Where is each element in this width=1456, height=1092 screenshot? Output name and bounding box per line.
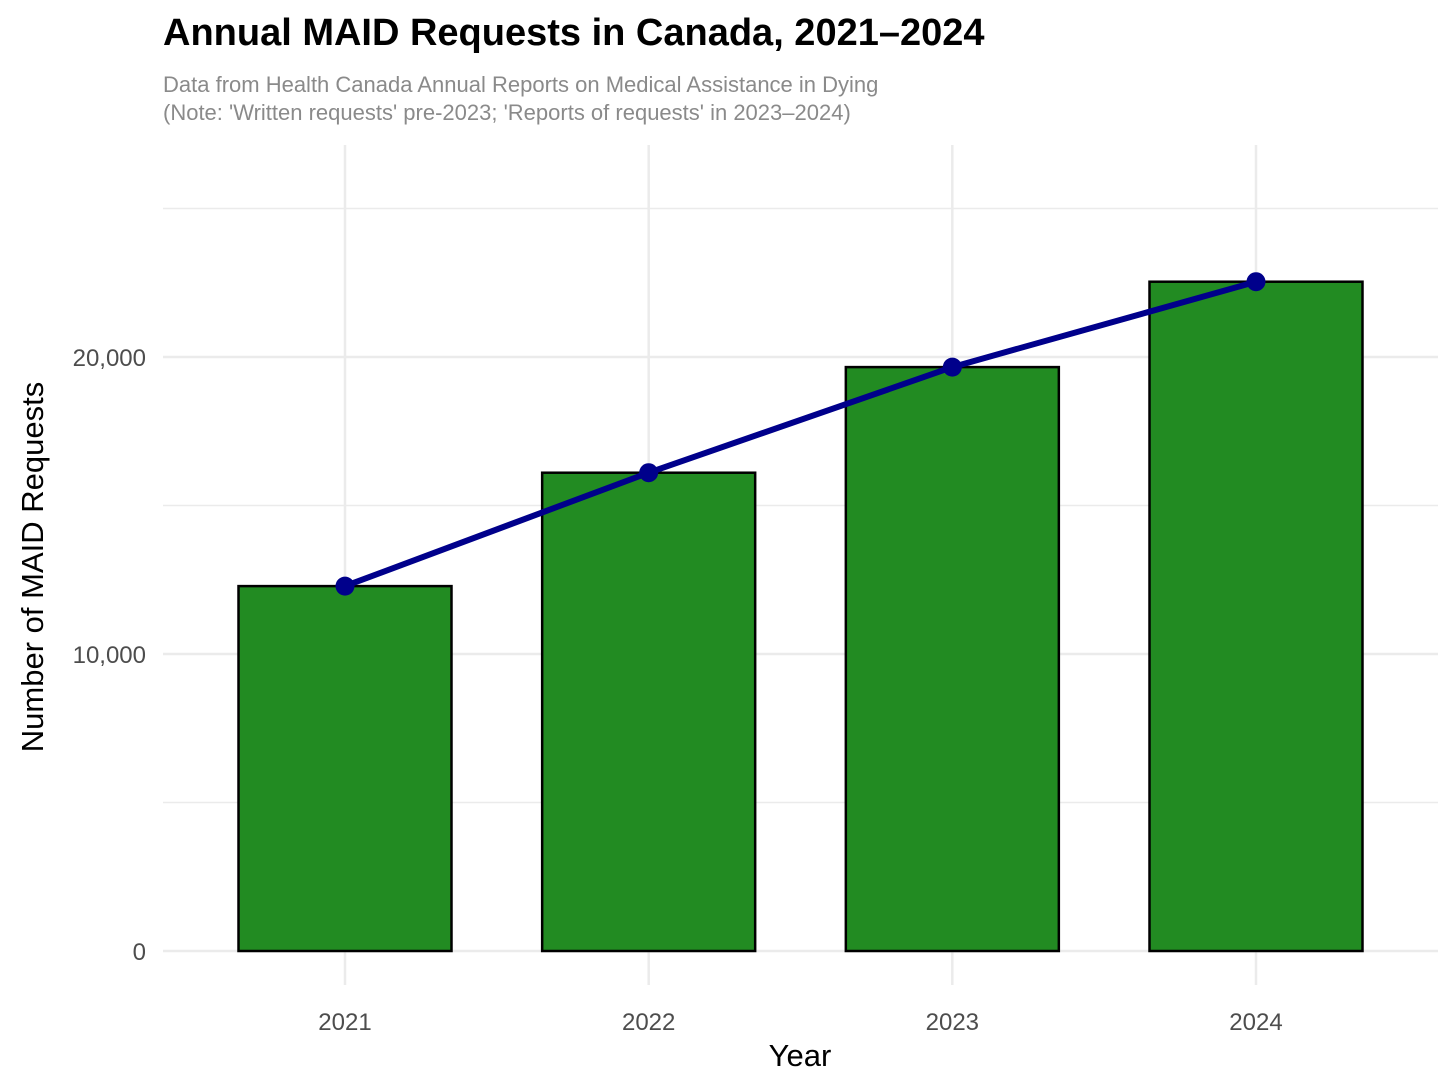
y-tick-label: 20,000 <box>73 345 146 372</box>
chart-subtitle-line-2: (Note: 'Written requests' pre-2023; 'Rep… <box>163 100 851 125</box>
x-tick-label: 2024 <box>1229 1009 1282 1036</box>
bar-layer <box>237 280 1364 953</box>
point-2024 <box>1246 272 1266 292</box>
x-axis-title: Year <box>769 1038 832 1073</box>
y-tick-label: 10,000 <box>73 642 146 669</box>
y-tick-label: 0 <box>133 939 146 966</box>
axis-layer: 0 10,000 20,000 2021 2022 2023 2024 <box>73 345 1283 1036</box>
x-tick-label: 2022 <box>622 1009 675 1036</box>
point-2022 <box>639 463 659 483</box>
bar-2023 <box>844 365 1061 953</box>
chart-subtitle-line-1: Data from Health Canada Annual Reports o… <box>163 72 879 97</box>
bar-2024 <box>1148 280 1364 953</box>
bar-2021 <box>237 584 453 953</box>
point-2023 <box>942 357 962 377</box>
trend-line <box>342 278 1259 590</box>
y-axis-title: Number of MAID Requests <box>15 382 50 752</box>
x-tick-label: 2023 <box>926 1009 979 1036</box>
line-layer <box>335 272 1266 596</box>
point-2021 <box>335 576 355 596</box>
bar-2022 <box>540 471 757 953</box>
chart-title: Annual MAID Requests in Canada, 2021–202… <box>163 12 985 54</box>
x-tick-label: 2021 <box>318 1009 371 1036</box>
